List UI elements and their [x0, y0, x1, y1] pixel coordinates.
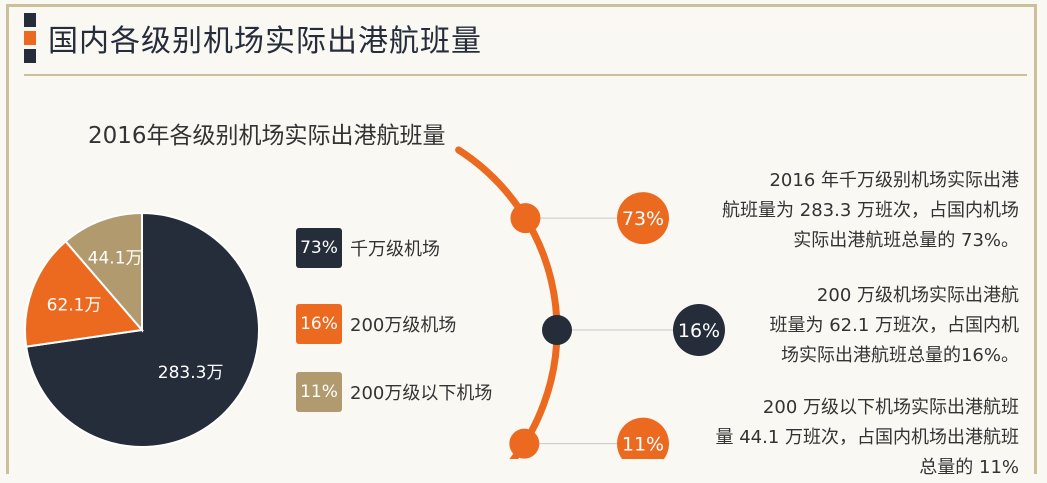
note-large: 2016 年千万级别机场实际出港 航班量为 283.3 万班次，占国内机场 实际… [722, 166, 1019, 256]
note-medium: 200 万级机场实际出港航 班量为 62.1 万班次，占国内机 场实际出港航班总… [769, 281, 1019, 371]
percent-badge-label: 73% [622, 208, 664, 230]
note-line: 场实际出港航班总量的16%。 [780, 345, 1019, 366]
note-line: 航班量为 283.3 万班次，占国内机场 [722, 200, 1019, 221]
arc-line [455, 146, 561, 459]
title-square [24, 49, 36, 63]
legend-label: 200万级以下机场 [350, 383, 493, 404]
note-line: 200 万级机场实际出港航 [816, 285, 1019, 306]
legend-item-small: 11% 200万级以下机场 [296, 372, 492, 412]
chart-canvas: 283.3万 62.1万 44.1万 73% 16% 11% [24, 146, 725, 459]
legend-badge: 73% [296, 228, 342, 268]
arc-marker [510, 203, 541, 234]
note-line: 总量的 11% [919, 457, 1019, 478]
note-line: 2016 年千万级别机场实际出港 [769, 170, 1019, 191]
percent-badge [617, 192, 669, 245]
legend-item-medium: 16% 200万级机场 [296, 304, 456, 344]
chart-title: 2016年各级别机场实际出港航班量 [88, 123, 446, 149]
legend-item-large: 73% 千万级机场 [296, 228, 440, 268]
slice-label: 283.3万 [158, 363, 224, 383]
outer-frame [6, 4, 1037, 474]
page-title: 国内各级别机场实际出港航班量 [48, 24, 482, 59]
legend-label: 200万级机场 [350, 315, 457, 336]
note-line: 200 万级以下机场实际出港航班 [762, 397, 1019, 418]
note-small: 200 万级以下机场实际出港航班 量 44.1 万班次，占国内机场出港航班 总量… [715, 393, 1019, 483]
percent-badge-label: 11% [622, 434, 664, 456]
arc-marker [509, 428, 540, 459]
pie-chart: 283.3万 62.1万 44.1万 [24, 211, 260, 448]
note-line: 实际出港航班总量的 73%。 [793, 230, 1019, 251]
percent-badge-label: 16% [678, 320, 720, 342]
title-squares-icon [24, 13, 36, 63]
note-line: 量 44.1 万班次，占国内机场出港航班 [715, 427, 1019, 448]
note-line: 班量为 62.1 万班次，占国内机 [769, 315, 1019, 336]
percent-badge [673, 304, 725, 356]
slice-label: 62.1万 [47, 296, 102, 316]
legend-label: 千万级机场 [350, 239, 440, 260]
pie-slice [64, 211, 143, 333]
pie-slice [24, 239, 144, 348]
connector-arc: 73% 16% 11% [455, 146, 725, 459]
legend-badge: 11% [296, 372, 342, 412]
title-square [24, 13, 36, 27]
arc-marker [542, 315, 572, 345]
legend-badge: 16% [296, 304, 342, 344]
header: 国内各级别机场实际出港航班量 [24, 8, 482, 68]
percent-badge [617, 417, 669, 459]
title-divider [24, 74, 1027, 76]
slice-label: 44.1万 [88, 249, 143, 269]
title-square [24, 31, 36, 45]
